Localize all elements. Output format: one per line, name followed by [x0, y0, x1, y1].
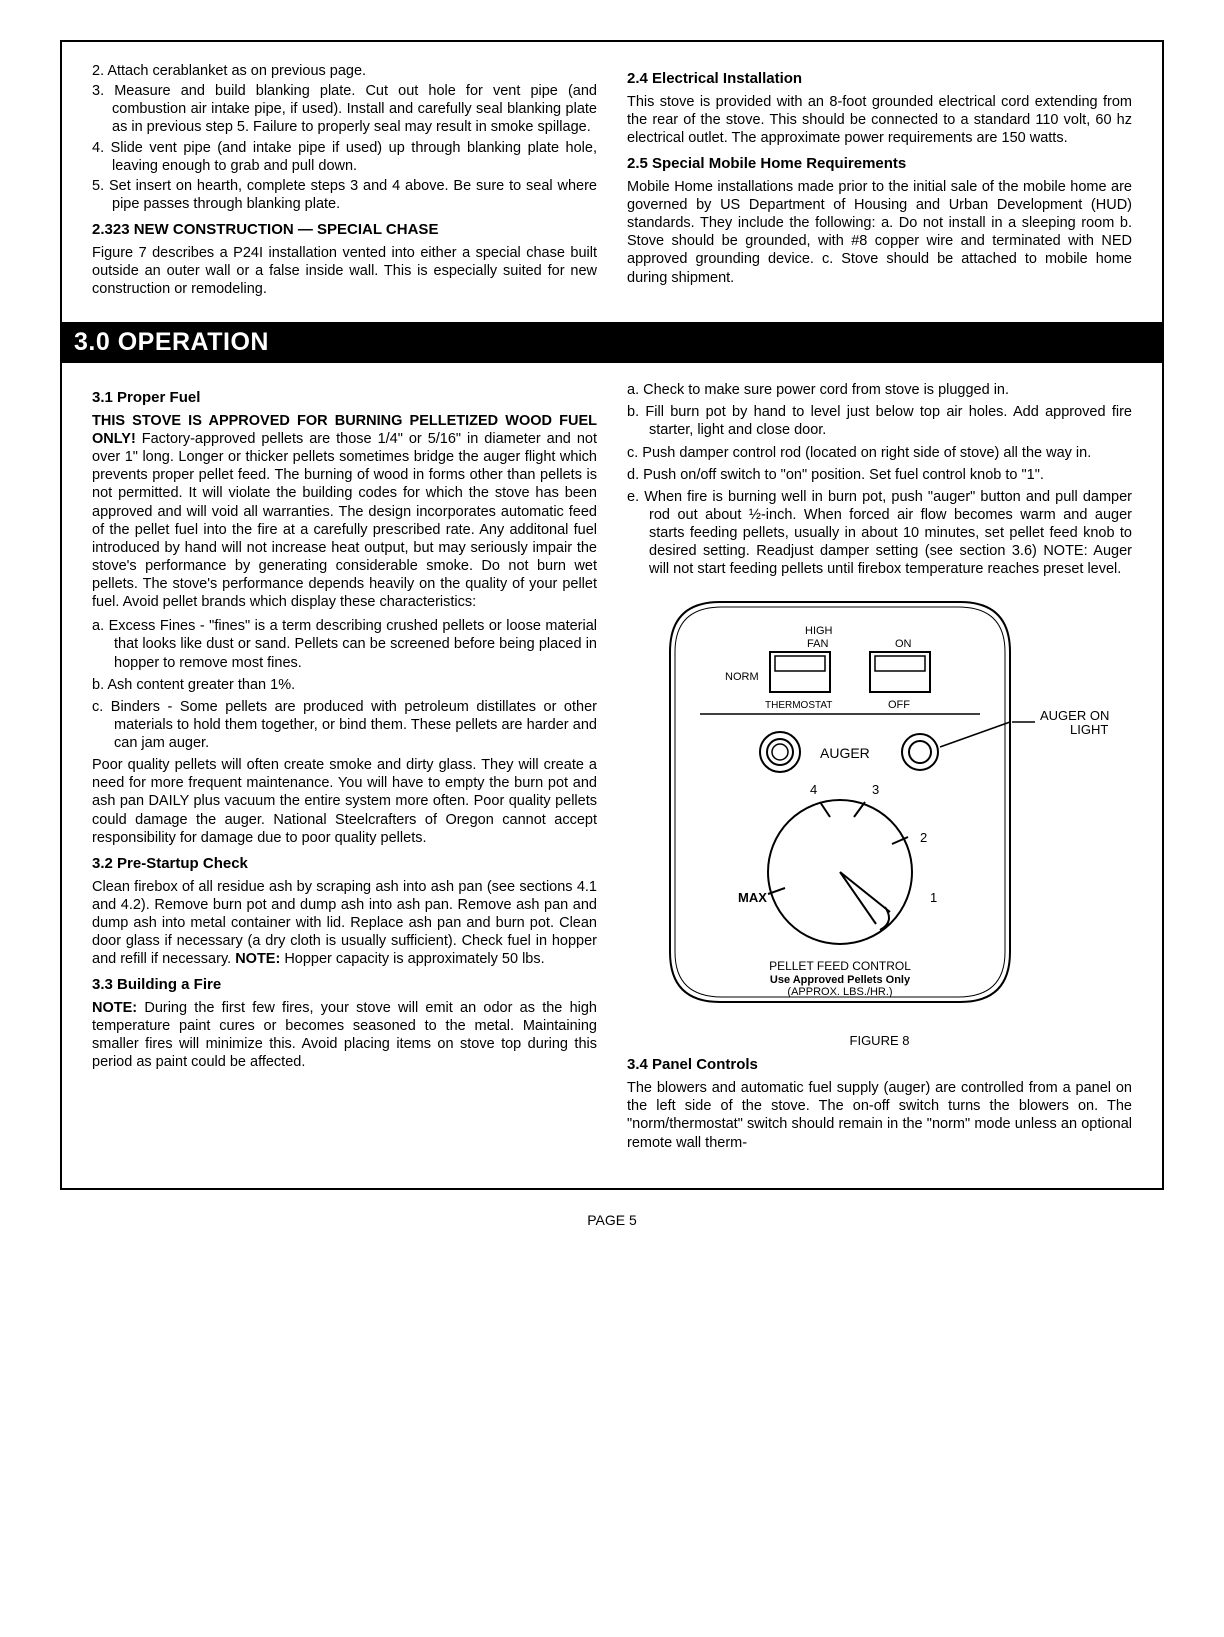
heading-2-323: 2.323 NEW CONSTRUCTION — SPECIAL CHASE [92, 221, 597, 240]
top-right-col: 2.4 Electrical Installation This stove i… [627, 62, 1132, 304]
para-3-2-b: Hopper capacity is approximately 50 lbs. [280, 951, 544, 967]
para-3-2: Clean firebox of all residue ash by scra… [92, 878, 597, 969]
page-number: PAGE 5 [60, 1212, 1164, 1228]
heading-3-3: 3.3 Building a Fire [92, 976, 597, 995]
section-2-continued: 2. Attach cerablanket as on previous pag… [92, 62, 1132, 304]
fire-step-c: c. Push damper control rod (located on r… [627, 444, 1132, 462]
label-off: OFF [888, 699, 910, 711]
install-step-4: 4. Slide vent pipe (and intake pipe if u… [92, 139, 597, 175]
char-c: c. Binders - Some pellets are produced w… [92, 698, 597, 752]
para-2-5: Mobile Home installations made prior to … [627, 178, 1132, 287]
dial-2: 2 [920, 830, 927, 845]
para-2-323: Figure 7 describes a P24I installation v… [92, 244, 597, 298]
install-step-2: 2. Attach cerablanket as on previous pag… [92, 62, 597, 80]
label-pfc2: Use Approved Pellets Only [769, 974, 910, 986]
para-3-4: The blowers and automatic fuel supply (a… [627, 1079, 1132, 1152]
control-panel-diagram: HIGH FAN ON NORM THERMOSTAT OFF [640, 592, 1120, 1022]
fire-step-b: b. Fill burn pot by hand to level just b… [627, 403, 1132, 439]
content-frame: 2. Attach cerablanket as on previous pag… [60, 40, 1164, 1190]
top-left-col: 2. Attach cerablanket as on previous pag… [92, 62, 597, 304]
label-light: LIGHT [1070, 722, 1108, 737]
heading-3-4: 3.4 Panel Controls [627, 1056, 1132, 1075]
label-fan: FAN [807, 638, 828, 650]
para-3-2-note: NOTE: [235, 951, 280, 967]
para-3-1-poor-quality: Poor quality pellets will often create s… [92, 756, 597, 847]
para-3-1-main: THIS STOVE IS APPROVED FOR BURNING PELLE… [92, 412, 597, 611]
char-b: b. Ash content greater than 1%. [92, 676, 597, 694]
label-pfc1: PELLET FEED CONTROL [769, 959, 911, 973]
char-a: a. Excess Fines - "fines" is a term desc… [92, 617, 597, 671]
install-steps-list: 2. Attach cerablanket as on previous pag… [92, 62, 597, 213]
dial-3: 3 [872, 782, 879, 797]
label-norm: NORM [725, 671, 759, 683]
para-2-4: This stove is provided with an 8-foot gr… [627, 93, 1132, 147]
pellet-characteristics-list: a. Excess Fines - "fines" is a term desc… [92, 617, 597, 752]
fire-step-d: d. Push on/off switch to "on" position. … [627, 466, 1132, 484]
para-3-1-rest: Factory-approved pellets are those 1/4" … [92, 431, 597, 610]
heading-3-1: 3.1 Proper Fuel [92, 389, 597, 408]
section-3-right: a. Check to make sure power cord from st… [627, 381, 1132, 1158]
fire-step-a: a. Check to make sure power cord from st… [627, 381, 1132, 399]
label-high: HIGH [805, 625, 833, 637]
para-3-3-note: NOTE: [92, 1000, 137, 1016]
install-step-5: 5. Set insert on hearth, complete steps … [92, 177, 597, 213]
para-3-3-text: During the first few fires, your stove w… [92, 1000, 597, 1070]
label-auger-on: AUGER ON [1040, 708, 1109, 723]
page: 2. Attach cerablanket as on previous pag… [0, 0, 1224, 1258]
dial-max: MAX [738, 890, 767, 905]
figure-8-caption: FIGURE 8 [627, 1033, 1132, 1048]
label-thermostat: THERMOSTAT [765, 700, 832, 711]
install-step-3: 3. Measure and build blanking plate. Cut… [92, 82, 597, 136]
section-3-left: 3.1 Proper Fuel THIS STOVE IS APPROVED F… [92, 381, 597, 1158]
fire-steps-list: a. Check to make sure power cord from st… [627, 381, 1132, 578]
fire-step-e: e. When fire is burning well in burn pot… [627, 488, 1132, 579]
dial-4: 4 [810, 782, 817, 797]
heading-2-5: 2.5 Special Mobile Home Requirements [627, 155, 1132, 174]
figure-8: HIGH FAN ON NORM THERMOSTAT OFF [627, 592, 1132, 1048]
label-pfc3: (APPROX. LBS./HR.) [787, 986, 892, 998]
para-3-3: NOTE: During the first few fires, your s… [92, 999, 597, 1072]
heading-3-2: 3.2 Pre-Startup Check [92, 855, 597, 874]
section-3-body: 3.1 Proper Fuel THIS STOVE IS APPROVED F… [92, 381, 1132, 1158]
heading-2-4: 2.4 Electrical Installation [627, 70, 1132, 89]
section-3-banner: 3.0 OPERATION [60, 322, 1162, 363]
dial-1: 1 [930, 890, 937, 905]
label-on: ON [895, 638, 912, 650]
label-auger: AUGER [820, 745, 870, 761]
